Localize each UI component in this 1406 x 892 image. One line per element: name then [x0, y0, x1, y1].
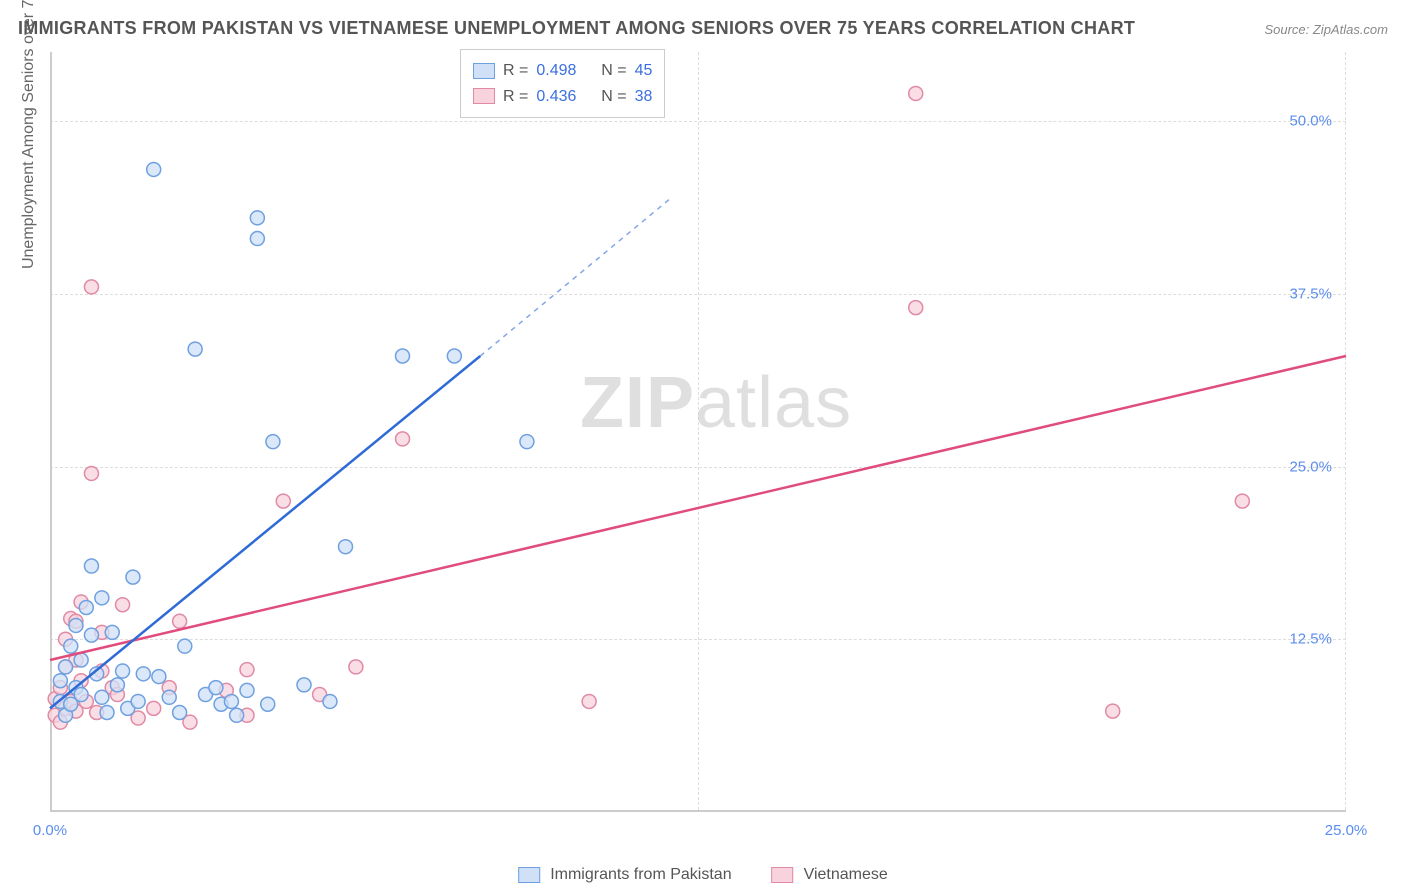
data-point: [520, 435, 534, 449]
data-point: [261, 697, 275, 711]
data-point: [396, 432, 410, 446]
data-point: [323, 694, 337, 708]
correlation-legend: R = 0.498 N = 45 R = 0.436 N = 38: [460, 49, 665, 118]
data-point: [447, 349, 461, 363]
data-point: [173, 614, 187, 628]
data-point: [1235, 494, 1249, 508]
data-point: [84, 559, 98, 573]
data-point: [250, 211, 264, 225]
legend-item-1: Immigrants from Pakistan: [518, 866, 731, 884]
source-label: Source: ZipAtlas.com: [1264, 22, 1388, 37]
y-axis-title: Unemployment Among Seniors over 75 years: [20, 0, 38, 269]
data-point: [110, 678, 124, 692]
data-point: [53, 674, 67, 688]
data-point: [100, 706, 114, 720]
data-point: [178, 639, 192, 653]
series-legend: Immigrants from Pakistan Vietnamese: [518, 866, 888, 884]
data-point: [131, 694, 145, 708]
x-tick-label: 0.0%: [33, 822, 67, 839]
legend-row-series-1: R = 0.498 N = 45: [473, 58, 652, 84]
data-point: [84, 628, 98, 642]
plot-area: ZIPatlas R = 0.498 N = 45 R = 0.436 N = …: [50, 52, 1346, 812]
data-point: [147, 162, 161, 176]
data-point: [240, 663, 254, 677]
data-point: [224, 694, 238, 708]
data-point: [116, 598, 130, 612]
data-point: [69, 618, 83, 632]
data-point: [297, 678, 311, 692]
data-point: [126, 570, 140, 584]
data-point: [84, 466, 98, 480]
data-point: [338, 540, 352, 554]
data-point: [136, 667, 150, 681]
y-tick-label: 12.5%: [1289, 631, 1332, 648]
data-point: [349, 660, 363, 674]
data-point: [79, 600, 93, 614]
y-tick-label: 37.5%: [1289, 285, 1332, 302]
data-point: [74, 688, 88, 702]
data-point: [909, 86, 923, 100]
y-tick-label: 25.0%: [1289, 458, 1332, 475]
data-point: [84, 280, 98, 294]
swatch-series-1: [473, 63, 495, 79]
data-point: [188, 342, 202, 356]
data-point: [582, 694, 596, 708]
data-point: [396, 349, 410, 363]
data-point: [116, 664, 130, 678]
data-point: [209, 681, 223, 695]
trend-line-pakistan: [50, 356, 480, 708]
legend-row-series-2: R = 0.436 N = 38: [473, 84, 652, 110]
plot-svg: [50, 52, 1346, 810]
data-point: [64, 639, 78, 653]
data-point: [909, 301, 923, 315]
chart-container: IMMIGRANTS FROM PAKISTAN VS VIETNAMESE U…: [0, 0, 1406, 892]
data-point: [230, 708, 244, 722]
data-point: [59, 660, 73, 674]
legend-item-2: Vietnamese: [772, 866, 888, 884]
data-point: [95, 591, 109, 605]
swatch-series-2: [473, 88, 495, 104]
data-point: [95, 690, 109, 704]
data-point: [162, 690, 176, 704]
data-point: [266, 435, 280, 449]
x-tick-label: 25.0%: [1325, 822, 1368, 839]
data-point: [250, 232, 264, 246]
swatch-icon: [772, 867, 794, 883]
data-point: [147, 701, 161, 715]
trend-line-pakistan-ext: [480, 197, 672, 356]
data-point: [1106, 704, 1120, 718]
data-point: [276, 494, 290, 508]
y-tick-label: 50.0%: [1289, 113, 1332, 130]
data-point: [152, 670, 166, 684]
data-point: [105, 625, 119, 639]
swatch-icon: [518, 867, 540, 883]
chart-title: IMMIGRANTS FROM PAKISTAN VS VIETNAMESE U…: [18, 18, 1135, 39]
data-point: [173, 706, 187, 720]
data-point: [240, 683, 254, 697]
trend-line-vietnamese: [50, 356, 1346, 660]
